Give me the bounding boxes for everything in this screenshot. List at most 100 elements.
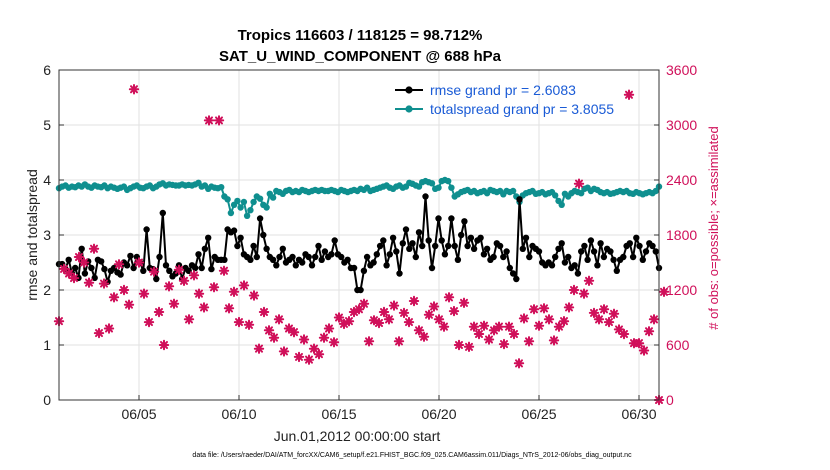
y2-tick-label: 1800 [666,227,697,243]
obs-marker-center [476,331,482,337]
totalspread-point [234,197,241,205]
rmse-point [279,245,286,252]
totalspread-point [237,204,244,211]
rmse-point [565,253,572,261]
totalspread-point [240,198,248,206]
y2-tick-label: 3000 [666,117,697,133]
rmse-point [273,262,280,269]
y2-tick-label: 1200 [666,282,697,298]
y-axis-label: rmse and totalspread [24,169,40,301]
rmse-point [513,275,520,283]
obs-marker-center [491,328,497,333]
obs-marker-center [521,316,527,321]
obs-marker-center [301,337,307,342]
rmse-point [464,242,471,250]
totalspread-point [428,180,436,187]
totalspread-point [509,187,517,195]
obs-marker-center [406,319,412,325]
obs-marker-center [391,303,397,308]
obs-marker-center [156,309,162,315]
rmse-point [380,237,387,244]
obs-marker-center [181,278,187,283]
rmse-point [503,248,510,255]
rmse-point [561,259,569,266]
obs-marker-center [171,301,177,306]
rmse-point [412,253,419,261]
y-tick-label: 2 [43,282,51,298]
totalspread-point [250,198,257,206]
rmse-point [166,267,173,274]
rmse-point [571,262,578,269]
rmse-point [72,264,79,272]
rmse-point [548,262,556,269]
obs-marker-center [526,339,532,344]
rmse-point [516,196,523,203]
rmse-point [344,256,351,263]
obs-marker-center [131,87,137,92]
y2-tick-label: 2400 [666,172,697,188]
x-tick-label: 06/25 [521,406,556,422]
rmse-point [88,264,95,272]
rmse-point [360,267,368,274]
y-tick-label: 4 [43,172,51,188]
obs-marker-center [606,319,612,325]
rmse-point [162,262,170,269]
obs-marker-center [376,320,382,326]
obs-marker-center [571,287,577,293]
totalspread-series [55,176,663,219]
obs-marker-center [191,273,197,278]
rmse-point [552,253,559,261]
rmse-point [445,242,452,250]
obs-marker-center [71,275,77,281]
obs-marker-center [486,337,492,342]
x-axis: 06/05 06/10 06/15 06/20 06/25 06/30 [121,395,657,422]
rmse-point [101,265,108,273]
obs-marker-center [336,315,342,320]
y-tick-label: 1 [43,337,51,353]
obs-marker-center [466,344,472,349]
rmse-point [642,248,650,255]
left-y-axis: 0 1 2 3 4 5 6 [43,62,64,408]
rmse-point [600,253,608,261]
rmse-point [425,237,432,244]
totalspread-point [558,201,565,208]
rmse-point [91,274,98,282]
rmse-point [253,253,260,261]
obs-marker-center [76,254,82,260]
legend-spread-marker [405,105,413,113]
rmse-point [620,253,627,261]
y2-tick-label: 3600 [666,62,697,78]
obs-marker-center [136,260,142,265]
obs-marker-center [106,326,112,331]
legend: rmse grand pr = 2.6083 totalspread grand… [395,82,614,117]
rmse-point [65,256,72,263]
rmse-point [130,264,137,272]
rmse-point [610,256,617,263]
chart-subtitle: SAT_U_WIND_COMPONENT @ 688 hPa [219,48,502,65]
legend-rmse-marker [405,86,413,94]
rmse-point [393,248,400,255]
rmse-point [409,240,416,247]
obs-marker-center [556,324,562,329]
obs-marker-center [101,281,107,286]
obs-marker-center [351,309,357,315]
rmse-point [448,215,455,222]
rmse-point [558,240,565,247]
rmse-point [221,256,228,263]
rmse-point [305,253,312,261]
obs-marker-center [256,346,262,351]
rmse-point [299,259,306,266]
obs-marker-center [176,267,182,272]
rmse-point [143,226,150,233]
rmse-point [117,271,124,278]
obs-marker-center [471,324,477,329]
obs-marker-center [451,308,457,314]
obs-marker-center [431,304,437,309]
obs-marker-center [426,312,432,317]
x-tick-label: 06/15 [321,406,356,422]
obs-marker-center [561,319,567,324]
obs-marker-center [231,289,237,294]
rmse-point [373,251,380,258]
totalspread-point [227,209,235,217]
obs-marker-center [81,260,87,265]
